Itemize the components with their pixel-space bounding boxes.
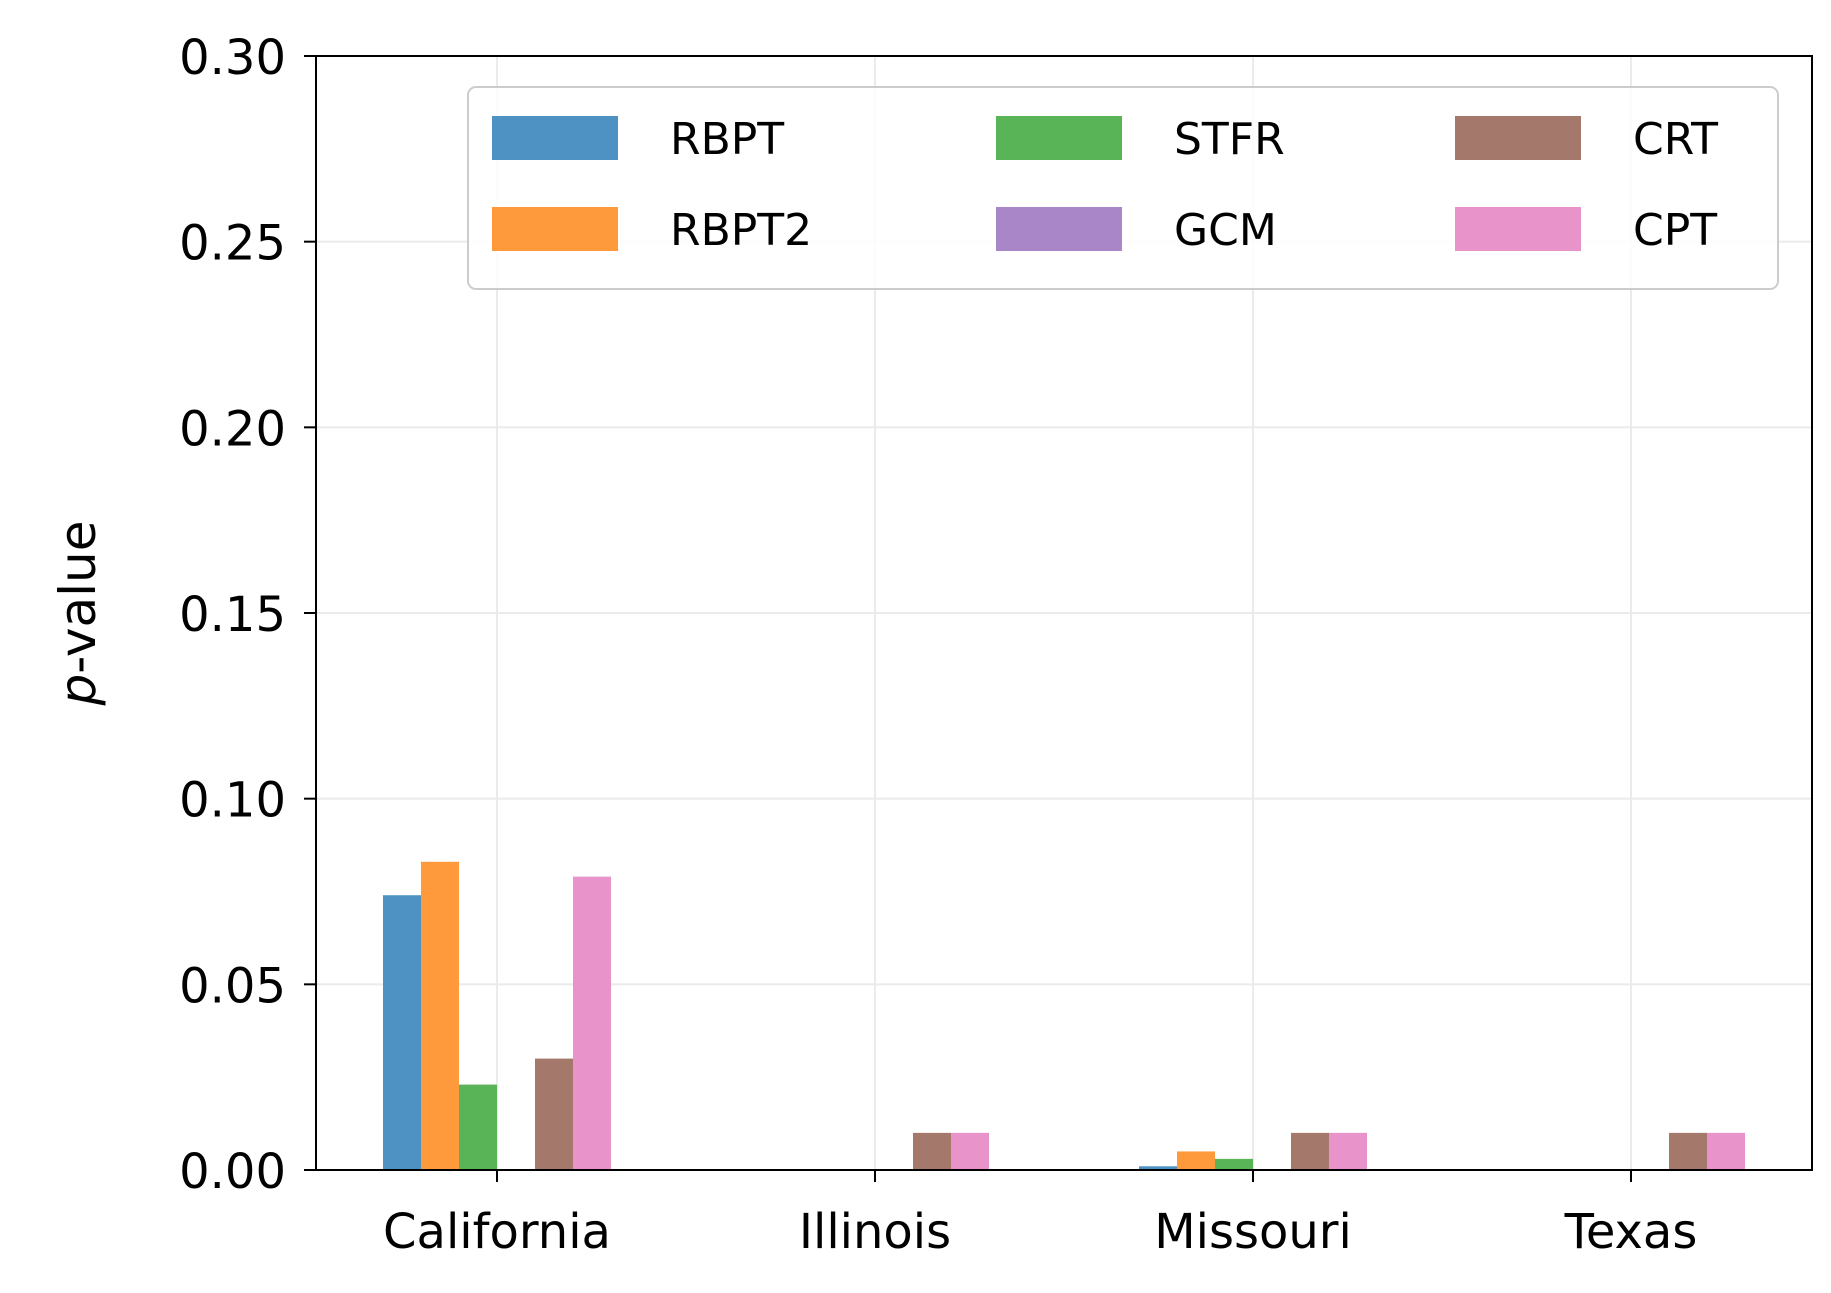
axis-ticks: 0.00 0.05 0.10 0.15 0.20 0.25 0.30 California Il… [179, 30, 1697, 1260]
y-tick-label: 0.25 [179, 216, 286, 272]
y-tick-label: 0.20 [179, 401, 286, 457]
bar-cpt-illinois [951, 1132, 989, 1170]
bar-crt-texas [1669, 1132, 1707, 1170]
y-tick-label: 0.15 [179, 587, 286, 643]
bar-rbpt2-missouri [1177, 1151, 1215, 1170]
legend-label-gcm: GCM [1174, 205, 1277, 256]
bar-rbpt-california [383, 895, 421, 1170]
bar-cpt-texas [1707, 1132, 1745, 1170]
y-axis-label: p-value [49, 520, 107, 706]
legend-swatch-rbpt [492, 116, 618, 160]
legend-box [467, 86, 1779, 290]
y-axis-label-italic: p [49, 674, 107, 707]
y-tick-label: 0.10 [179, 773, 286, 829]
legend-swatch-stfr [996, 116, 1122, 160]
legend-label-cpt: CPT [1633, 205, 1717, 256]
legend-swatch-crt [1455, 116, 1581, 160]
x-tick-label: Texas [1564, 1204, 1698, 1260]
bar-crt-california [535, 1058, 573, 1170]
bar-rbpt-missouri [1139, 1166, 1177, 1170]
legend-label-crt: CRT [1633, 114, 1718, 165]
legend: RBPT RBPT2 STFR GCM CRT CPT [467, 86, 1779, 290]
bar-crt-illinois [913, 1132, 951, 1170]
bar-crt-missouri [1291, 1132, 1329, 1170]
y-tick-label: 0.00 [179, 1144, 286, 1200]
legend-label-stfr: STFR [1174, 114, 1285, 165]
bar-rbpt2-california [421, 861, 459, 1170]
legend-swatch-rbpt2 [492, 207, 618, 251]
legend-label-rbpt2: RBPT2 [670, 205, 812, 256]
bars [383, 861, 1745, 1170]
x-tick-label: California [383, 1204, 611, 1260]
y-axis-label-rest: -value [49, 520, 107, 673]
bar-cpt-missouri [1329, 1132, 1367, 1170]
bar-cpt-california [573, 876, 611, 1170]
x-tick-label: Missouri [1154, 1204, 1352, 1260]
y-tick-label: 0.30 [179, 30, 286, 86]
bar-stfr-missouri [1215, 1158, 1253, 1170]
legend-label-rbpt: RBPT [670, 114, 784, 165]
bar-stfr-california [459, 1084, 497, 1170]
legend-swatch-cpt [1455, 207, 1581, 251]
x-tick-label: Illinois [799, 1204, 951, 1260]
legend-swatch-gcm [996, 207, 1122, 251]
y-tick-label: 0.05 [179, 958, 286, 1014]
